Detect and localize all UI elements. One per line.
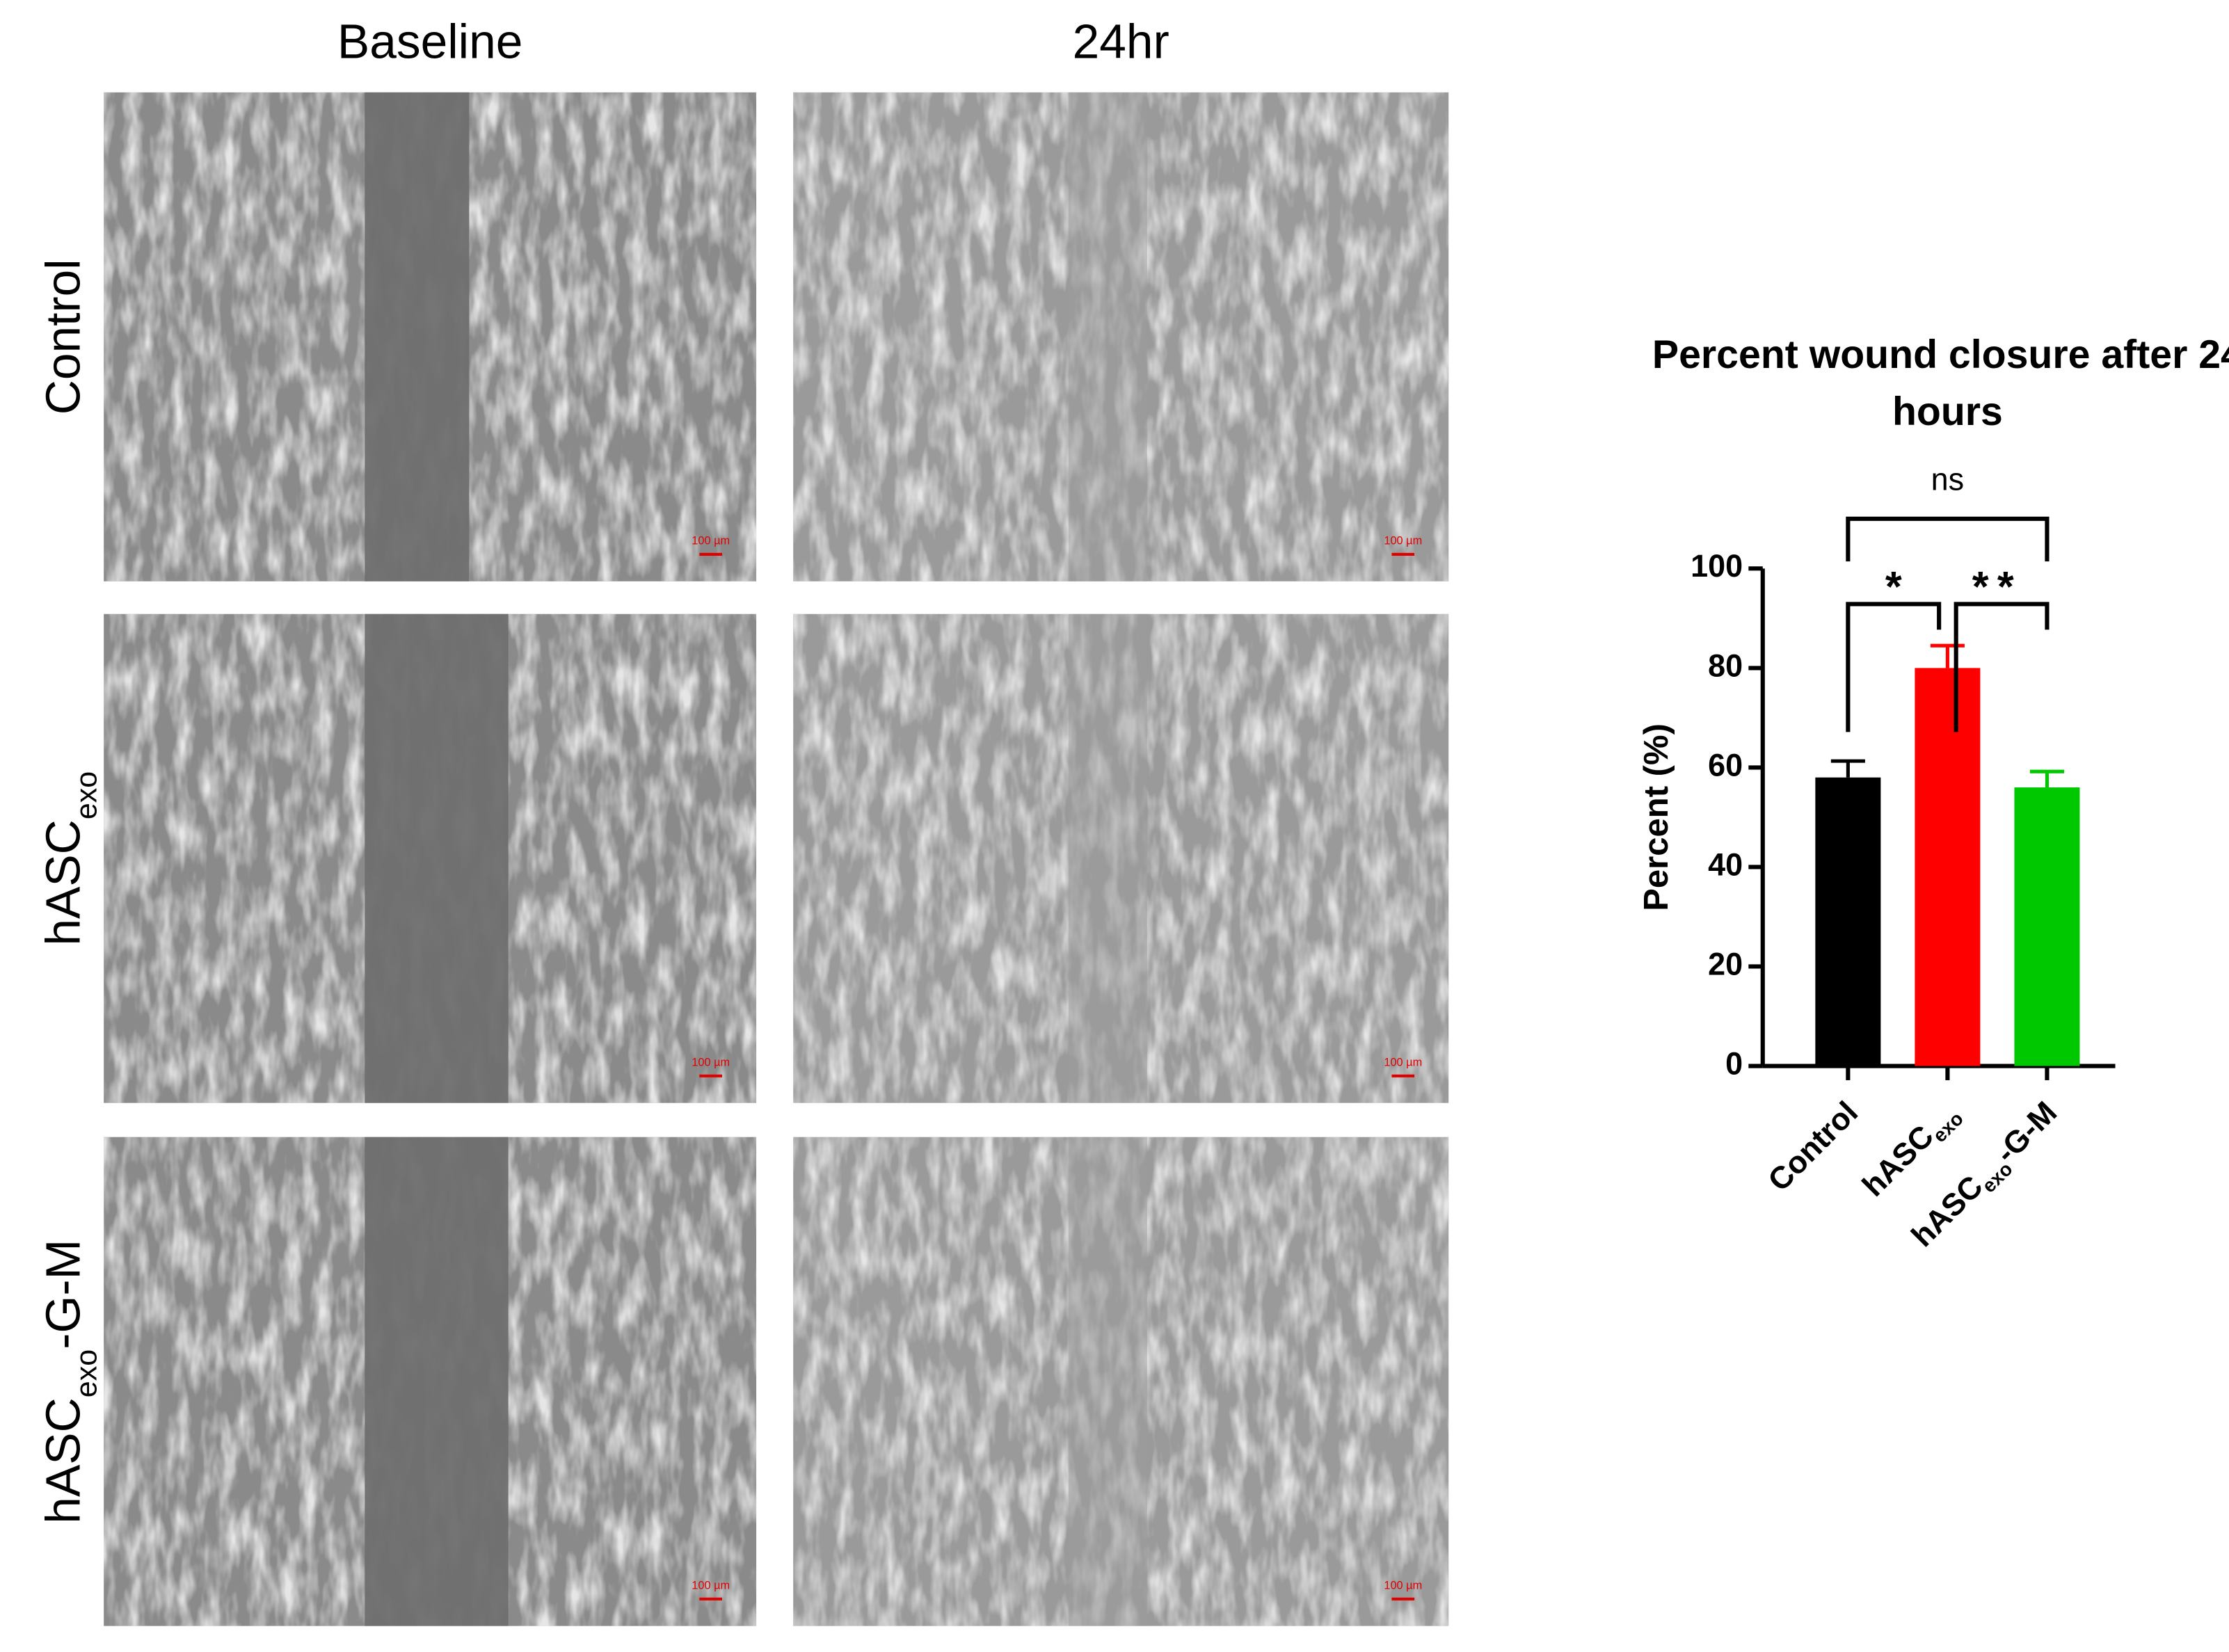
subscript: exo xyxy=(70,771,103,819)
label-part: -G-M xyxy=(35,1240,90,1349)
bar xyxy=(2014,787,2080,1066)
label-part: Control xyxy=(1761,1094,1864,1198)
significance-bracket xyxy=(1846,516,2050,562)
label-part: Control xyxy=(35,259,90,415)
scale-bar-label: 100 µm xyxy=(692,1057,730,1069)
y-tick-label: 40 xyxy=(1708,847,1743,882)
label-part: hASC xyxy=(35,1397,90,1523)
y-tick-label: 80 xyxy=(1708,648,1743,683)
micrograph: 100 µm xyxy=(104,92,757,582)
x-tick-label: Control xyxy=(1761,1094,1864,1198)
wound-haze xyxy=(1068,92,1147,582)
scale-bar-label: 100 µm xyxy=(692,535,730,547)
row-label: Control xyxy=(35,259,90,415)
scale-bar-label: 100 µm xyxy=(1384,535,1422,547)
micrograph: 100 µm xyxy=(104,614,757,1103)
significance-label: ns xyxy=(1931,462,1964,497)
column-header: 24hr xyxy=(1073,15,1169,69)
label-part: hASC xyxy=(35,819,90,945)
micrograph: 100 µm xyxy=(793,614,1449,1103)
micrograph: 100 µm xyxy=(793,92,1449,582)
micrograph: 100 µm xyxy=(793,1137,1449,1626)
y-tick-label: 100 xyxy=(1691,548,1743,584)
wound-gap xyxy=(365,614,509,1103)
significance-bracket xyxy=(1954,602,2050,732)
scale-bar-label: 100 µm xyxy=(1384,1579,1422,1591)
label-part: hASC xyxy=(1904,1169,1990,1254)
wound-haze xyxy=(1068,614,1147,1103)
scale-bar-label: 100 µm xyxy=(1384,1057,1422,1069)
row-label: hASCexo-G-M xyxy=(35,1240,103,1524)
wound-gap xyxy=(365,1137,509,1626)
wound-gap xyxy=(365,92,470,582)
title-box: Percent wound closure after 24 hours xyxy=(1652,332,2229,434)
subscript: exo xyxy=(70,1349,103,1397)
label-part: -G-M xyxy=(1988,1094,2063,1169)
significance-bracket xyxy=(1846,602,1942,732)
y-tick-label: 60 xyxy=(1708,747,1743,783)
column-header: Baseline xyxy=(337,15,522,69)
y-axis-label: Percent (%) xyxy=(1638,723,1675,911)
x-tick-label: hASCexo-G-M xyxy=(1904,1094,2067,1257)
y-tick-label: 0 xyxy=(1725,1045,1743,1081)
significance-label: * xyxy=(1885,563,1910,610)
micrograph: 100 µm xyxy=(104,1137,757,1626)
bar xyxy=(1915,668,1981,1066)
label-part: hASC xyxy=(1855,1118,1941,1203)
y-tick-label: 20 xyxy=(1708,946,1743,981)
row-label: hASCexo xyxy=(35,771,103,946)
scale-bar-label: 100 µm xyxy=(692,1579,730,1591)
bar xyxy=(1815,777,1881,1066)
significance-label: ** xyxy=(1972,563,2022,610)
wound-haze xyxy=(1068,1137,1147,1626)
chart-title: Percent wound closure after 24 hours xyxy=(1652,332,2229,434)
